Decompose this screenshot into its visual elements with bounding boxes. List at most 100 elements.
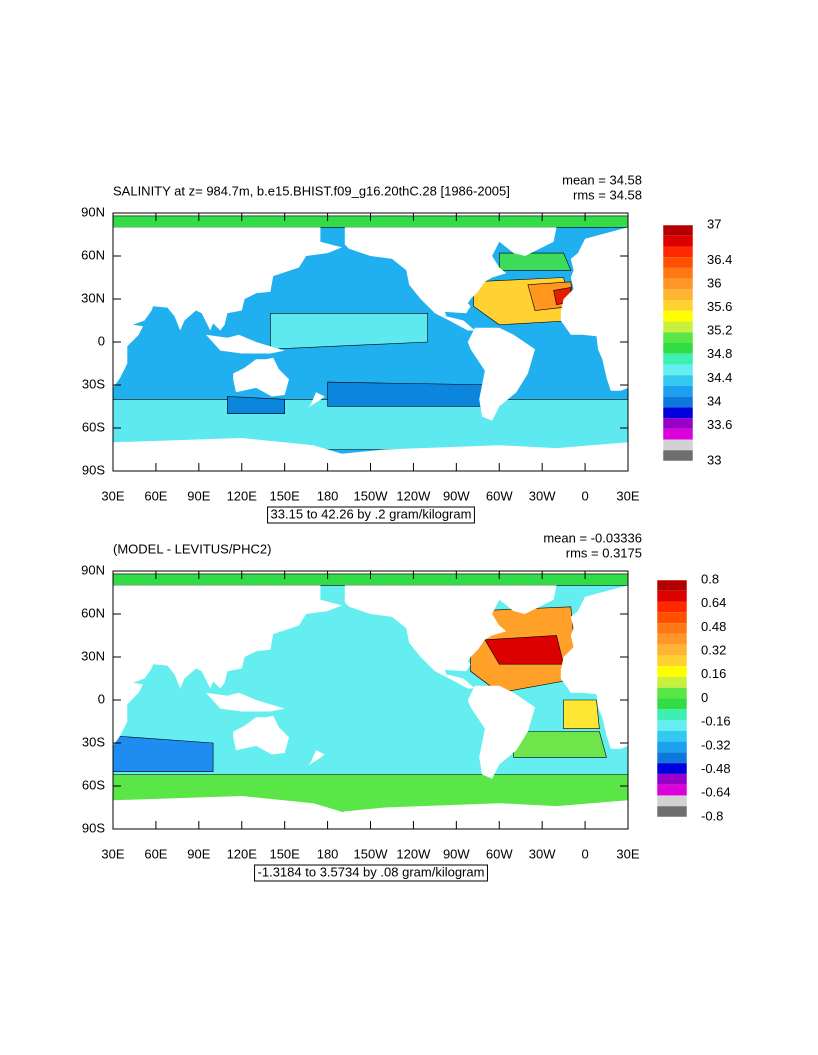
colorbar-box xyxy=(657,806,687,817)
y-tick-label: 60S xyxy=(82,777,105,792)
x-tick-label: 90E xyxy=(187,488,210,503)
x-tick-label: 30E xyxy=(101,488,124,503)
x-tick-label: 120E xyxy=(227,488,258,503)
x-tick-label: 150W xyxy=(354,488,389,503)
colorbar-label: 35.6 xyxy=(707,299,732,314)
colorbar-box xyxy=(663,364,693,376)
land xyxy=(206,334,285,354)
colorbar-box xyxy=(657,752,687,764)
y-tick-label: 30S xyxy=(82,734,105,749)
x-tick-label: 30E xyxy=(616,846,639,861)
colorbar-box xyxy=(663,353,693,365)
colorbar-box xyxy=(663,235,693,247)
colorbar-label: -0.8 xyxy=(701,808,723,823)
x-tick-label: 30W xyxy=(529,488,556,503)
land xyxy=(344,585,557,689)
y-tick-label: 90N xyxy=(81,562,105,577)
rms-label: rms = 0.3175 xyxy=(566,545,642,560)
colorbar-box xyxy=(657,612,687,624)
colorbar-box xyxy=(657,633,687,645)
colorbar-box xyxy=(657,623,687,634)
land xyxy=(233,715,289,755)
land xyxy=(206,692,285,712)
land xyxy=(113,585,342,746)
colorbar-box xyxy=(663,407,693,419)
colorbar-label: 0 xyxy=(701,690,708,705)
colorbar-box xyxy=(663,343,693,354)
y-tick-label: 0 xyxy=(98,691,105,706)
colorbar-box xyxy=(657,580,687,591)
info-box xyxy=(254,864,488,882)
x-tick-label: 150W xyxy=(354,846,389,861)
y-tick-label: 60N xyxy=(81,247,105,262)
y-tick-label: 90S xyxy=(82,820,105,835)
colorbar-box xyxy=(663,450,693,461)
colorbar-box xyxy=(657,655,687,667)
colorbar-box xyxy=(657,773,687,785)
ocean-field xyxy=(270,312,429,350)
colorbar-label: 0.64 xyxy=(701,595,726,610)
colorbar-box xyxy=(657,666,687,677)
y-tick-label: 0 xyxy=(98,333,105,348)
land xyxy=(307,750,325,766)
ocean-field xyxy=(498,252,572,271)
colorbar-label: -0.16 xyxy=(701,714,731,729)
colorbar-box xyxy=(663,289,693,301)
map-field xyxy=(113,573,628,829)
y-tick-label: 90N xyxy=(81,204,105,219)
map-panel: SALINITY at z= 984.7m, b.e15.BHIST.f09_g… xyxy=(81,172,732,524)
x-tick-label: 60W xyxy=(486,846,513,861)
colorbar-box xyxy=(663,321,693,333)
colorbar-box xyxy=(663,310,693,322)
y-tick-label: 30N xyxy=(81,290,105,305)
land xyxy=(560,227,628,391)
y-tick-label: 30S xyxy=(82,376,105,391)
colorbar-box xyxy=(657,763,687,774)
colorbar-box xyxy=(663,418,693,429)
colorbar-box xyxy=(663,267,693,279)
y-tick-label: 60S xyxy=(82,419,105,434)
colorbar-label: 33.6 xyxy=(707,417,732,432)
ocean-field xyxy=(563,699,600,730)
x-tick-label: 30E xyxy=(616,488,639,503)
y-tick-label: 60N xyxy=(81,605,105,620)
colorbar-box xyxy=(663,385,693,397)
colorbar-box xyxy=(663,439,693,451)
land xyxy=(467,327,535,421)
x-tick-label: 30E xyxy=(101,846,124,861)
colorbar-box xyxy=(657,698,687,710)
colorbar-label: -0.48 xyxy=(701,761,731,776)
x-tick-label: 90E xyxy=(187,846,210,861)
y-tick-label: 30N xyxy=(81,648,105,663)
land xyxy=(467,685,535,779)
colorbar-label: 0.48 xyxy=(701,619,726,634)
colorbar-box xyxy=(663,332,693,343)
colorbar-box xyxy=(657,644,687,656)
ocean-field xyxy=(113,735,214,773)
x-tick-label: 60W xyxy=(486,488,513,503)
ocean-field xyxy=(227,396,286,415)
info-label: -1.3184 to 3.5734 by .08 gram/kilogram xyxy=(258,864,485,879)
colorbar-box xyxy=(657,741,687,753)
panel-title: (MODEL - LEVITUS/PHC2) xyxy=(113,541,271,556)
x-tick-label: 180 xyxy=(317,488,339,503)
colorbar-box xyxy=(657,676,687,688)
colorbar-box xyxy=(663,278,693,290)
land xyxy=(560,585,628,749)
colorbar-label: 34 xyxy=(707,393,721,408)
ocean-field xyxy=(327,381,500,407)
colorbar-box xyxy=(657,730,687,742)
colorbar-label: 33 xyxy=(707,452,721,467)
colorbar-box xyxy=(657,590,687,602)
map-panel: (MODEL - LEVITUS/PHC2) mean = -0.03336rms… xyxy=(81,530,731,882)
colorbar-box xyxy=(663,257,693,268)
x-tick-label: 120E xyxy=(227,846,258,861)
colorbar-box xyxy=(663,375,693,386)
ocean-field xyxy=(513,731,607,758)
x-tick-label: 30W xyxy=(529,846,556,861)
colorbar-label: 34.8 xyxy=(707,346,732,361)
colorbar-label: -0.64 xyxy=(701,785,731,800)
colorbar-box xyxy=(657,720,687,731)
land xyxy=(344,227,557,331)
